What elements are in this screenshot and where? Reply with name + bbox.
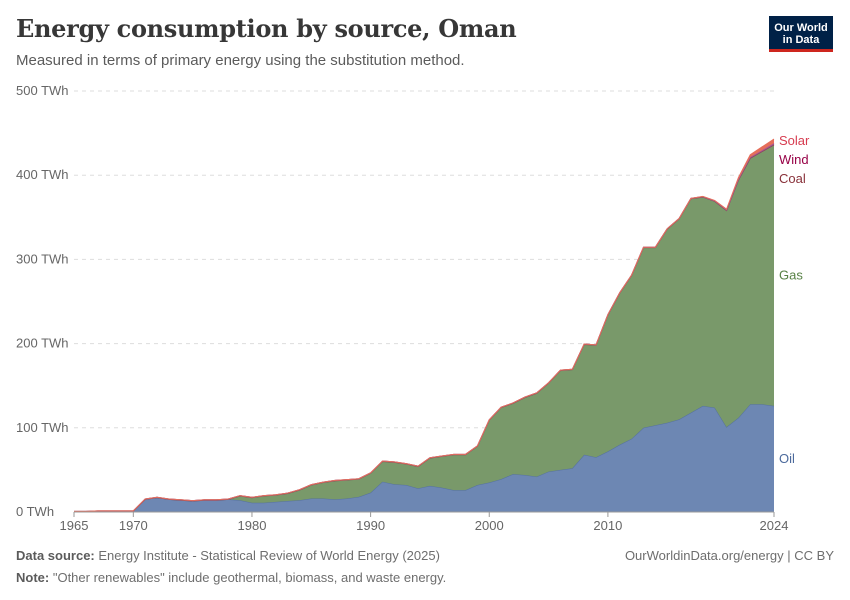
x-tick-label: 1980 — [238, 518, 267, 533]
chart-subtitle: Measured in terms of primary energy usin… — [16, 52, 465, 69]
chart-note: Note: "Other renewables" include geother… — [16, 570, 446, 585]
y-tick-label: 0 TWh — [16, 504, 54, 519]
x-tick-label: 2010 — [593, 518, 622, 533]
note-label: Note: — [16, 570, 50, 585]
y-tick-label: 300 TWh — [16, 251, 69, 266]
data-source: Data source: Energy Institute - Statisti… — [16, 548, 440, 563]
data-source-text[interactable]: Energy Institute - Statistical Review of… — [98, 548, 440, 563]
stacked-areas — [74, 138, 775, 513]
x-tick-label: 2000 — [475, 518, 504, 533]
area-oil — [74, 404, 774, 512]
x-tick-label: 1970 — [119, 518, 148, 533]
series-label-oil: Oil — [779, 451, 795, 466]
chart-title: Energy consumption by source, Oman — [16, 14, 517, 43]
logo-line-2: in Data — [782, 33, 820, 46]
area-gas — [74, 144, 774, 512]
x-tick-label: 1990 — [356, 518, 385, 533]
series-labels: Solar Wind Coal Gas Oil — [779, 133, 810, 466]
y-tick-label: 400 TWh — [16, 167, 69, 182]
series-label-gas: Gas — [779, 267, 803, 282]
y-axis: 0 TWh 100 TWh 200 TWh 300 TWh 400 TWh 500 TWh — [16, 83, 69, 519]
y-tick-label: 100 TWh — [16, 420, 69, 435]
owid-logo[interactable]: Our World in Data — [769, 16, 833, 52]
x-tick-label: 2024 — [760, 518, 789, 533]
data-source-label: Data source: — [16, 548, 95, 563]
series-label-solar: Solar — [779, 133, 810, 148]
y-tick-label: 200 TWh — [16, 336, 69, 351]
series-label-coal: Coal — [779, 171, 806, 186]
x-tick-label: 1965 — [60, 518, 89, 533]
source-link[interactable]: OurWorldinData.org/energy | CC BY — [624, 548, 834, 563]
area-edge-solar — [74, 138, 775, 512]
x-axis: 1965 1970 1980 1990 2000 2010 2024 — [60, 511, 789, 533]
y-tick-label: 500 TWh — [16, 83, 69, 98]
note-text: "Other renewables" include geothermal, b… — [52, 570, 447, 585]
series-label-wind: Wind — [779, 152, 809, 167]
logo-line-1: Our World — [774, 21, 828, 34]
